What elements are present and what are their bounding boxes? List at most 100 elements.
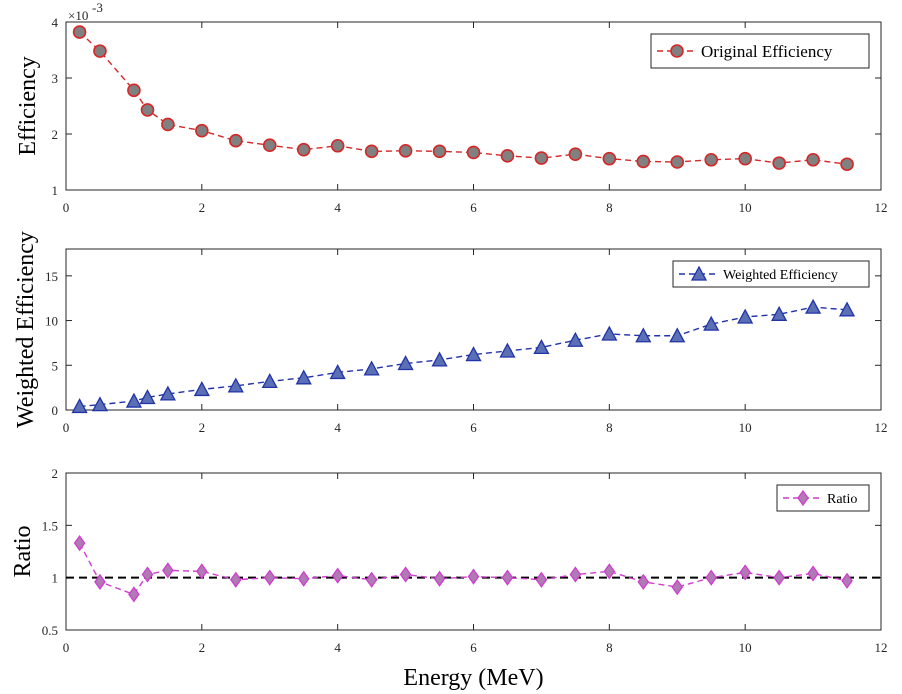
y-tick-label: 1.5 — [42, 518, 58, 533]
x-tick-label: 12 — [875, 640, 888, 655]
plot-area — [65, 472, 882, 631]
legend-box — [672, 260, 870, 288]
data-point — [838, 301, 856, 317]
x-tick-label: 4 — [334, 640, 341, 655]
data-point — [364, 144, 379, 159]
x-tick-label: 8 — [606, 640, 613, 655]
data-point — [196, 563, 208, 580]
x-tick-label: 6 — [470, 420, 477, 435]
data-point — [431, 351, 448, 367]
data-point — [162, 562, 174, 579]
data-point — [772, 156, 786, 170]
data-point — [840, 157, 854, 172]
x-tick-label: 8 — [606, 420, 613, 435]
x-tick-label: 0 — [63, 640, 70, 655]
x-tick-label: 4 — [334, 200, 341, 215]
x-axis-title: Energy (MeV) — [403, 665, 543, 691]
y-tick-label: 0.5 — [42, 623, 58, 638]
data-point — [465, 346, 482, 362]
data-point — [297, 570, 310, 587]
y-tick-label: 1 — [52, 571, 59, 586]
y-tick-label: 2 — [52, 466, 59, 481]
data-point — [127, 83, 141, 98]
data-point — [703, 315, 720, 331]
y-tick-label: 15 — [45, 269, 58, 284]
legend-label: Original Efficiency — [701, 42, 833, 61]
data-point — [331, 567, 344, 584]
data-point — [93, 44, 107, 58]
legend-box — [776, 484, 870, 512]
data-point — [161, 117, 175, 132]
x-tick-label: 2 — [199, 200, 206, 215]
data-point — [569, 566, 582, 583]
x-tick-label: 0 — [63, 420, 70, 435]
panel-2: 0 2 4 6 8 10 12 0 5 10 15 Weighted Efficiency Weight… — [13, 231, 888, 435]
data-point — [94, 573, 106, 590]
x-tick-label: 4 — [334, 420, 341, 435]
data-point — [139, 389, 156, 405]
data-point — [738, 151, 752, 166]
data-point — [636, 154, 651, 169]
data-point — [601, 325, 618, 341]
data-point — [567, 331, 584, 347]
data-point — [229, 571, 242, 588]
data-point — [73, 535, 86, 552]
panel-3: 0 2 4 6 8 10 12 0.5 1 1.5 2 Ratio Energy (MeV) Ratio — [10, 466, 888, 691]
data-point — [128, 586, 140, 603]
data-point — [140, 103, 155, 117]
legend: Ratio — [776, 484, 870, 512]
x-tick-label: 6 — [470, 200, 477, 215]
y-tick-label: 10 — [45, 314, 58, 329]
x-tick-label: 10 — [739, 420, 752, 435]
x-tick-label: 10 — [739, 200, 752, 215]
x-tick-label: 2 — [199, 420, 206, 435]
data-point — [568, 147, 583, 161]
data-point — [71, 398, 88, 414]
data-point — [195, 123, 209, 138]
legend: Weighted Efficiency — [672, 260, 870, 288]
data-point — [330, 138, 345, 153]
data-point — [467, 568, 480, 585]
data-point — [141, 566, 154, 583]
data-point — [262, 138, 277, 152]
data-point — [499, 342, 516, 358]
x-tick-label: 10 — [739, 640, 752, 655]
data-point — [535, 571, 548, 588]
data-point — [295, 369, 312, 385]
data-point — [602, 151, 617, 166]
legend-marker — [670, 44, 684, 58]
data-point — [670, 155, 685, 169]
data-point — [603, 563, 616, 580]
data-point — [533, 339, 550, 355]
data-point — [329, 364, 346, 380]
data-point — [704, 152, 719, 167]
y-tick-label: 4 — [52, 15, 59, 30]
legend-marker — [690, 265, 708, 281]
data-point — [500, 149, 515, 163]
y-axis-title: Efficiency — [15, 56, 41, 156]
data-point — [534, 151, 549, 165]
data-point — [804, 298, 822, 314]
y-tick-label: 0 — [52, 403, 59, 418]
x-tick-label: 12 — [875, 200, 888, 215]
data-point — [637, 573, 650, 590]
data-point — [363, 360, 380, 376]
data-point — [432, 144, 447, 159]
x-tick-label: 12 — [875, 420, 888, 435]
data-point — [806, 152, 820, 167]
y-axis-title: Ratio — [10, 526, 36, 578]
data-point — [466, 145, 481, 160]
data-point — [705, 569, 718, 586]
x-tick-label: 2 — [199, 640, 206, 655]
data-point — [263, 569, 276, 586]
legend-marker — [797, 489, 809, 507]
data-point — [669, 327, 686, 343]
data-point — [159, 385, 176, 401]
data-point — [261, 373, 278, 389]
data-point — [193, 381, 210, 397]
x-tick-label: 6 — [470, 640, 477, 655]
data-point — [771, 305, 788, 321]
data-point — [501, 569, 514, 586]
